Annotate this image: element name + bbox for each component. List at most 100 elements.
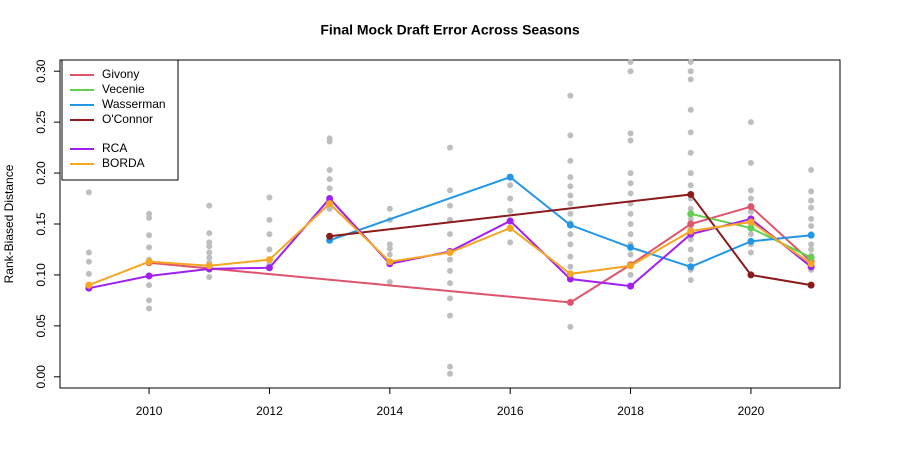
series-point [747, 203, 755, 211]
series-point [807, 260, 815, 268]
series-point [265, 256, 273, 264]
background-point [567, 253, 574, 260]
background-point [146, 297, 153, 304]
series-point [386, 258, 394, 266]
series-point [326, 195, 334, 203]
background-point [687, 129, 694, 136]
background-point [447, 202, 453, 209]
background-point [567, 323, 574, 330]
background-point [687, 76, 694, 83]
background-point [85, 249, 92, 256]
background-point [266, 194, 273, 201]
background-point [266, 246, 273, 253]
x-tick-label: 2016 [497, 404, 524, 418]
background-point [687, 256, 694, 263]
background-point [747, 231, 754, 238]
x-tick-label: 2020 [738, 404, 765, 418]
background-point [567, 241, 574, 248]
background-point [206, 230, 213, 237]
series-point [807, 231, 815, 239]
background-point [567, 132, 574, 139]
background-point [627, 231, 634, 238]
series-point [446, 249, 454, 257]
background-point [326, 205, 333, 212]
background-point [808, 188, 815, 195]
x-tick-label: 2018 [617, 404, 644, 418]
background-point [146, 305, 153, 312]
background-point [567, 192, 574, 199]
series-point [627, 243, 635, 251]
background-point [687, 59, 694, 66]
background-point [747, 249, 754, 256]
series-point [265, 264, 273, 272]
series-point [506, 173, 514, 181]
background-point [507, 182, 514, 189]
background-point [447, 312, 453, 319]
series-point [687, 210, 695, 218]
y-tick-label: 0.30 [34, 59, 48, 83]
y-tick-label: 0.25 [34, 110, 48, 134]
background-point [747, 119, 754, 126]
background-point [627, 59, 634, 66]
background-point [627, 130, 634, 137]
legend-label: Vecenie [102, 82, 145, 96]
background-point [808, 204, 815, 211]
background-point [747, 208, 754, 215]
background-point [386, 251, 393, 258]
background-point [447, 363, 453, 370]
background-point [447, 187, 453, 194]
background-point [808, 215, 815, 222]
background-point [687, 106, 694, 113]
background-point [747, 159, 754, 166]
background-point [206, 273, 213, 280]
background-point [447, 295, 453, 302]
background-point [447, 231, 453, 238]
background-point [206, 249, 213, 256]
background-point [447, 267, 453, 274]
legend-label: Wasserman [102, 97, 166, 111]
x-tick-label: 2014 [376, 404, 403, 418]
series-line [329, 193, 812, 287]
background-point [808, 241, 815, 248]
background-point [567, 92, 574, 99]
series-point [145, 272, 153, 280]
background-point [567, 200, 574, 207]
series-point [807, 254, 815, 262]
background-point [627, 190, 634, 197]
background-point [687, 246, 694, 253]
background-point [326, 185, 333, 192]
legend-label: O'Connor [102, 112, 153, 126]
series-point [747, 237, 755, 245]
background-point [627, 210, 634, 217]
background-point [627, 180, 634, 187]
background-point [507, 239, 514, 246]
background-point [567, 263, 574, 270]
series-point [747, 271, 755, 279]
y-tick-label: 0.15 [34, 212, 48, 236]
background-point [266, 216, 273, 223]
legend-label: RCA [102, 141, 127, 155]
y-tick-label: 0.00 [34, 365, 48, 389]
background-point [567, 157, 574, 164]
y-axis-label: Rank-Biased Distance [2, 164, 16, 283]
background-point [447, 280, 453, 287]
background-point [687, 170, 694, 177]
y-tick-label: 0.20 [34, 161, 48, 185]
background-point [386, 205, 393, 212]
background-point [687, 182, 694, 189]
series-point [687, 220, 695, 228]
background-point [447, 144, 453, 151]
background-point [808, 197, 815, 204]
series-point [145, 258, 153, 266]
series-point [627, 262, 635, 270]
background-point [687, 277, 694, 284]
series-point [205, 262, 213, 270]
background-point [146, 232, 153, 239]
series-point [566, 221, 574, 229]
series-line [148, 205, 812, 304]
background-point [567, 183, 574, 190]
background-point [146, 214, 153, 221]
background-point [206, 202, 213, 209]
background-point [627, 68, 634, 75]
